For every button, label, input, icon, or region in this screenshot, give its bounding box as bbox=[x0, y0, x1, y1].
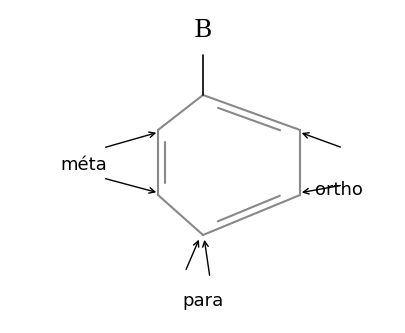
Text: ortho: ortho bbox=[314, 181, 362, 199]
Text: para: para bbox=[182, 292, 223, 310]
Text: méta: méta bbox=[60, 156, 107, 174]
Text: B: B bbox=[193, 19, 212, 42]
